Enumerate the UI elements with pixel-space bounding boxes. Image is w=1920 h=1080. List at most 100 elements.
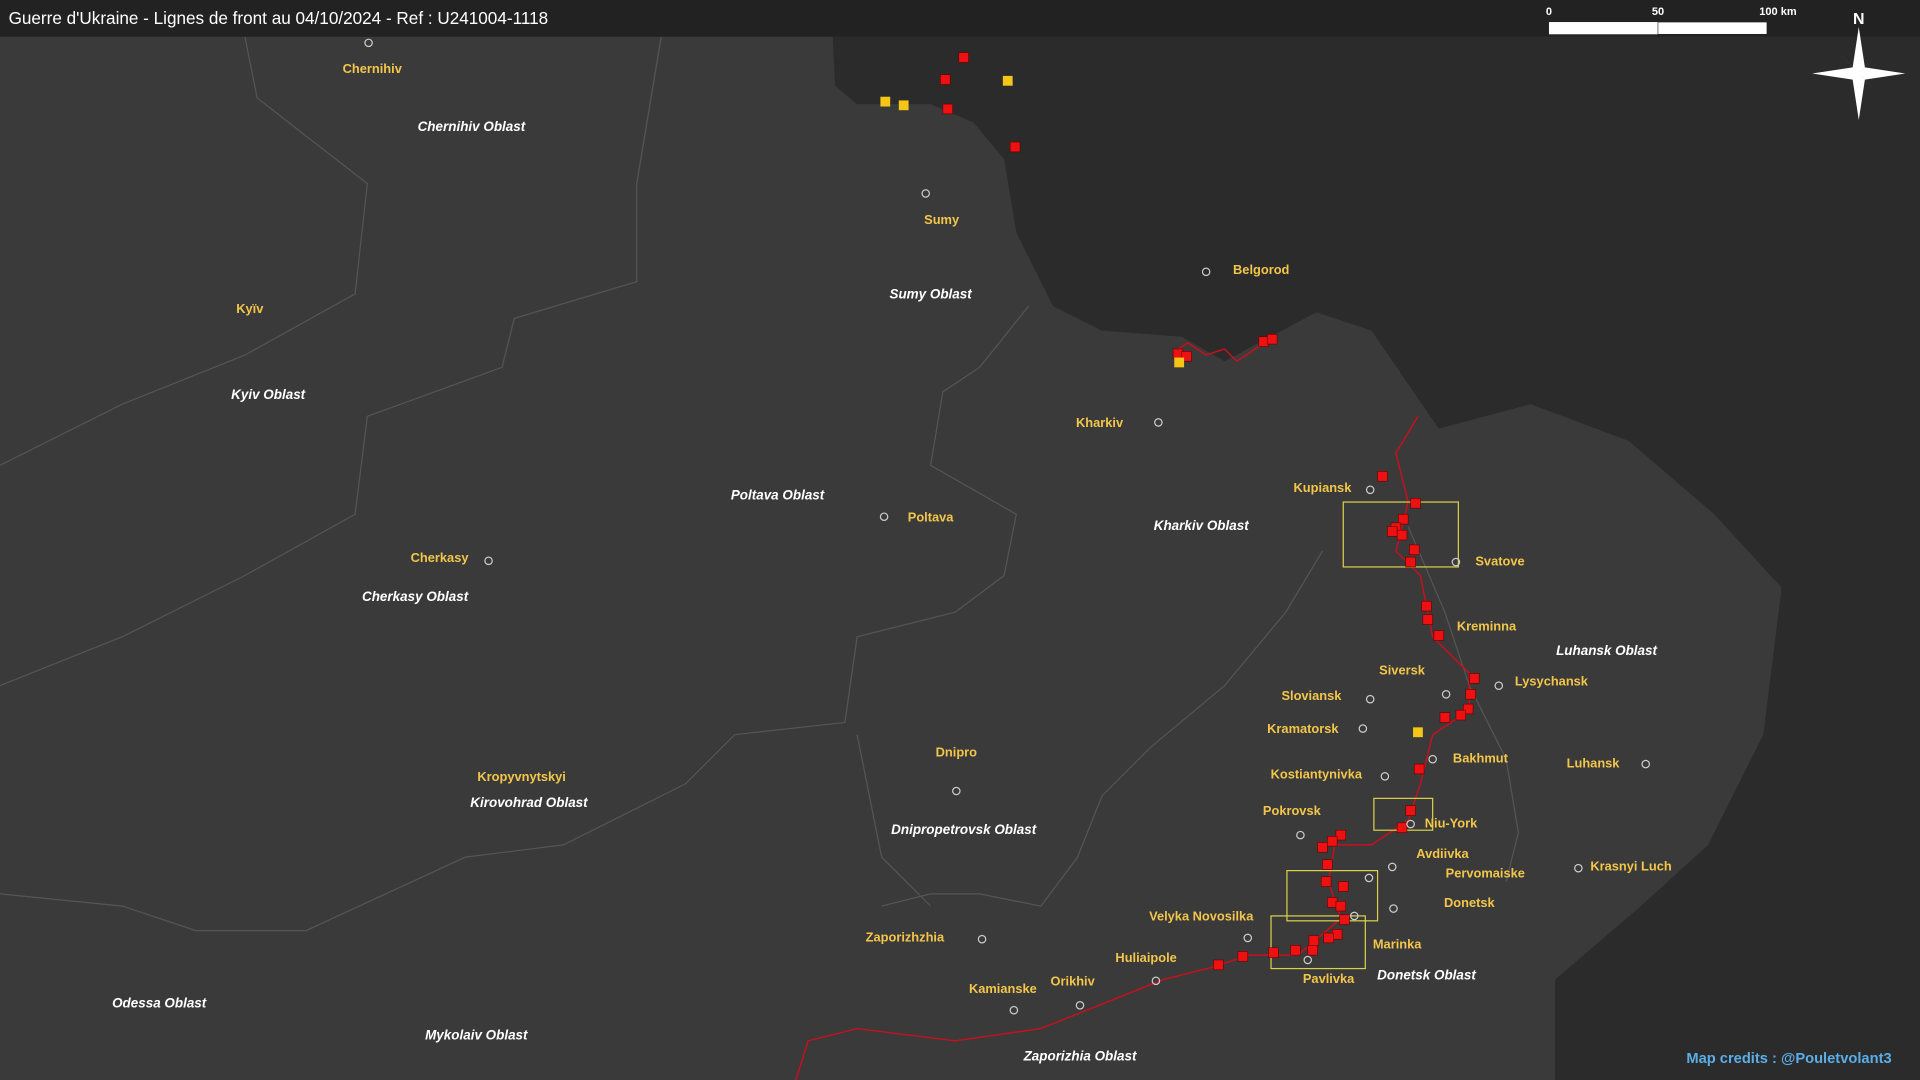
event-marker xyxy=(1339,914,1350,925)
city-label: Luhansk xyxy=(1567,755,1621,770)
city-label: Dnipro xyxy=(936,744,978,759)
city-label: Siversk xyxy=(1379,662,1426,677)
event-marker xyxy=(1267,333,1278,345)
city-label: Sloviansk xyxy=(1281,688,1342,703)
city-label: Poltava xyxy=(908,509,955,524)
scale-label: 0 xyxy=(1546,6,1552,18)
event-marker xyxy=(1317,842,1328,853)
city-label: Avdiivka xyxy=(1416,846,1469,861)
city-label: Zaporizhzhia xyxy=(866,929,945,944)
event-marker-yellow xyxy=(1174,357,1185,368)
occupied-area xyxy=(1555,844,1920,1080)
event-marker-yellow xyxy=(1413,727,1423,738)
oblast-label: Kharkiv Oblast xyxy=(1154,518,1249,533)
borders xyxy=(0,36,1519,932)
city-label: Cherkasy xyxy=(411,550,470,565)
event-marker xyxy=(1455,709,1467,721)
city-label: Pokrovsk xyxy=(1263,803,1322,818)
city-dot xyxy=(1201,267,1211,277)
oblast-label: Mykolaiv Oblast xyxy=(425,1027,528,1042)
event-marker xyxy=(1396,529,1408,541)
oblast-label: Donetsk Oblast xyxy=(1377,967,1476,982)
city-label: Kramatorsk xyxy=(1267,721,1339,736)
city-label: Svatove xyxy=(1475,553,1524,568)
event-marker xyxy=(1462,703,1474,715)
event-marker xyxy=(1335,900,1347,912)
city-dot xyxy=(1151,976,1161,986)
event-marker xyxy=(1213,959,1224,971)
event-marker xyxy=(1009,141,1021,153)
city-label: Kharkiv xyxy=(1076,415,1124,430)
event-marker xyxy=(1327,836,1338,847)
city-dot xyxy=(1380,772,1390,781)
city-label: Niu-York xyxy=(1425,815,1478,830)
event-marker xyxy=(1387,526,1398,537)
event-marker xyxy=(1433,630,1444,641)
event-marker-yellow xyxy=(880,96,891,107)
event-marker xyxy=(1322,859,1333,870)
event-marker xyxy=(1396,822,1408,833)
event-marker xyxy=(1323,932,1334,944)
city-label: Pavlivka xyxy=(1303,971,1355,986)
city-label: Chernihiv xyxy=(343,61,403,76)
city-label: Marinka xyxy=(1373,937,1422,952)
city-label: Lysychansk xyxy=(1515,673,1589,688)
oblast-label: Kyiv Oblast xyxy=(231,387,306,402)
city-dot xyxy=(1641,759,1650,769)
city-label: Bakhmut xyxy=(1453,751,1509,766)
city-dot xyxy=(1406,819,1415,829)
scale-label: 50 xyxy=(1652,6,1664,18)
city-dot xyxy=(1296,830,1305,840)
city-dot xyxy=(1365,694,1375,704)
event-marker xyxy=(1377,471,1388,482)
event-marker xyxy=(1335,829,1347,841)
oblast-label: Cherkasy Oblast xyxy=(362,589,469,604)
city-dot xyxy=(879,512,889,522)
compass-star xyxy=(1812,26,1906,121)
event-marker xyxy=(1338,881,1349,892)
city-dot xyxy=(1154,418,1163,427)
scale-label: 100 km xyxy=(1759,6,1797,18)
oblast-label: Chernihiv Oblast xyxy=(418,119,526,134)
credits: Map credits : @Pouletvolant3 xyxy=(1686,1051,1891,1067)
city-label: Kreminna xyxy=(1457,618,1517,633)
city-dot xyxy=(1358,724,1368,733)
compass-label: N xyxy=(1853,11,1865,28)
event-marker xyxy=(1237,951,1249,962)
city-label: Huliaipole xyxy=(1115,950,1176,965)
event-marker xyxy=(1421,600,1432,612)
event-marker xyxy=(1409,544,1420,555)
city-label: Belgorod xyxy=(1233,262,1289,277)
oblast-label: Luhansk Oblast xyxy=(1556,643,1657,658)
city-dot xyxy=(921,189,931,198)
event-marker xyxy=(1465,689,1476,700)
city-label: Kupiansk xyxy=(1294,480,1353,495)
event-marker xyxy=(958,52,969,63)
city-dot xyxy=(1303,955,1313,965)
event-marker xyxy=(1307,945,1318,956)
oblast-label: Kirovohrad Oblast xyxy=(470,795,588,810)
oblast-label: Sumy Oblast xyxy=(889,287,972,302)
oblast-label: Poltava Oblast xyxy=(731,487,825,502)
event-marker xyxy=(1422,614,1433,625)
event-marker xyxy=(1320,876,1332,887)
event-marker xyxy=(942,103,953,115)
city-dot xyxy=(1574,863,1583,873)
city-label: Velyka Novosilka xyxy=(1149,909,1254,924)
city-dot xyxy=(1389,904,1398,913)
city-label: Kyïv xyxy=(236,301,264,316)
scale-bar xyxy=(1548,22,1658,35)
city-label: Kropyvnytskyi xyxy=(477,769,566,784)
oblast-label: Odessa Oblast xyxy=(112,996,207,1011)
event-marker xyxy=(1413,763,1425,775)
event-marker xyxy=(1181,351,1192,362)
event-marker xyxy=(1405,805,1416,816)
event-marker xyxy=(940,74,951,85)
city-label: Donetsk xyxy=(1444,895,1496,910)
city-label: Orikhiv xyxy=(1051,973,1096,988)
city-dot xyxy=(952,786,961,796)
city-dot xyxy=(484,556,493,566)
city-dot xyxy=(1451,557,1461,567)
event-marker-yellow xyxy=(1002,75,1013,86)
